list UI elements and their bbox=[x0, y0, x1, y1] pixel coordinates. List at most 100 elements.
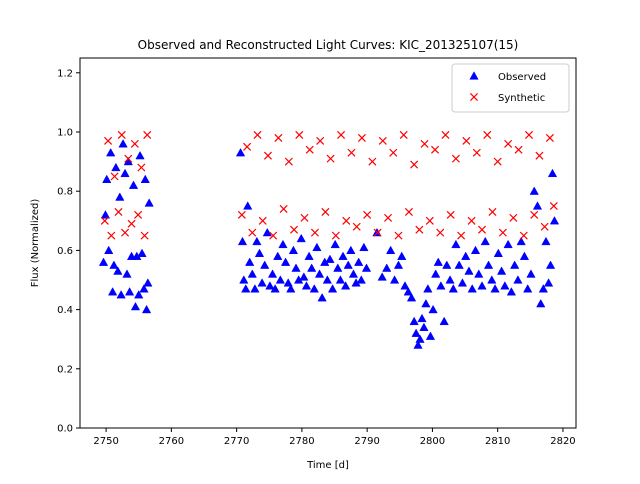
synthetic-point bbox=[509, 213, 518, 222]
observed-point bbox=[106, 148, 116, 157]
observed-point bbox=[386, 245, 396, 255]
y-tick-label: 0.4 bbox=[57, 305, 73, 316]
observed-point bbox=[270, 284, 280, 293]
observed-point bbox=[403, 287, 413, 296]
synthetic-point bbox=[477, 225, 487, 234]
legend: Observed Synthetic bbox=[451, 63, 570, 113]
synthetic-point bbox=[110, 172, 119, 181]
observed-point bbox=[547, 168, 558, 178]
ticks-layer: 2750 2760 2770 2780 2790 2800 2810 2820 0.0 0.2 0.… bbox=[57, 68, 576, 447]
observed-point bbox=[343, 260, 353, 269]
legend-box bbox=[451, 63, 570, 113]
observed-point bbox=[327, 284, 338, 293]
synthetic-point bbox=[493, 157, 502, 166]
observed-point bbox=[457, 278, 468, 287]
legend-x-icon bbox=[469, 92, 479, 102]
synthetic-point bbox=[357, 133, 366, 142]
observed-point bbox=[116, 290, 126, 299]
synthetic-point bbox=[107, 231, 116, 240]
synthetic-point bbox=[394, 231, 403, 240]
legend-label-synthetic: Synthetic bbox=[498, 93, 545, 104]
observed-point bbox=[144, 198, 154, 207]
observed-point bbox=[239, 275, 249, 284]
observed-point bbox=[382, 263, 392, 272]
observed-point bbox=[250, 284, 260, 293]
synthetic-point bbox=[514, 145, 523, 154]
synthetic-point bbox=[436, 228, 445, 237]
observed-point bbox=[400, 281, 410, 290]
synthetic-point bbox=[425, 216, 434, 225]
synthetic-point bbox=[498, 228, 507, 237]
observed-point bbox=[346, 245, 356, 255]
observed-point bbox=[124, 287, 135, 296]
observed-point bbox=[506, 287, 517, 296]
observed-point bbox=[474, 269, 484, 278]
observed-point bbox=[280, 257, 291, 266]
observed-point bbox=[120, 168, 130, 178]
observed-point bbox=[454, 260, 464, 269]
observed-point bbox=[273, 251, 283, 260]
observed-point bbox=[113, 266, 123, 275]
y-tick-label: 0.0 bbox=[57, 424, 73, 435]
synthetic-point bbox=[140, 231, 149, 240]
observed-point bbox=[104, 245, 114, 255]
synthetic-point bbox=[384, 213, 393, 222]
observed-point bbox=[523, 284, 533, 293]
observed-point bbox=[307, 263, 317, 272]
synthetic-point bbox=[373, 228, 382, 237]
observed-point bbox=[359, 242, 369, 252]
observed-point bbox=[109, 260, 119, 269]
observed-point bbox=[503, 239, 513, 249]
synthetic-point bbox=[124, 154, 133, 163]
observed-point bbox=[516, 236, 526, 246]
synthetic-point bbox=[284, 157, 293, 166]
observed-point bbox=[361, 263, 372, 272]
synthetic-point bbox=[253, 130, 262, 139]
observed-point bbox=[496, 266, 507, 275]
observed-point bbox=[415, 334, 425, 343]
observed-point bbox=[409, 316, 419, 326]
synthetic-point bbox=[326, 154, 335, 163]
y-tick-label: 0.6 bbox=[57, 246, 73, 257]
observed-point bbox=[333, 263, 343, 272]
observed-point bbox=[411, 328, 421, 337]
observed-point bbox=[257, 278, 267, 287]
observed-point bbox=[286, 284, 296, 293]
synthetic-point bbox=[290, 225, 299, 234]
legend-marker-observed bbox=[469, 71, 479, 80]
observed-point bbox=[325, 254, 335, 263]
observed-point bbox=[130, 301, 141, 311]
legend-marker-synthetic bbox=[469, 92, 479, 102]
observed-point bbox=[510, 260, 520, 269]
observed-point bbox=[433, 257, 443, 266]
synthetic-point bbox=[117, 130, 126, 139]
chart-title: Observed and Reconstructed Light Curves:… bbox=[138, 38, 519, 52]
synthetic-point bbox=[488, 207, 497, 216]
synthetic-point bbox=[420, 139, 429, 148]
observed-point bbox=[335, 275, 346, 284]
synthetic-point bbox=[399, 130, 408, 139]
observed-point bbox=[340, 281, 351, 290]
synthetic-point bbox=[121, 228, 130, 237]
observed-point bbox=[265, 281, 275, 290]
observed-point bbox=[545, 260, 556, 269]
observed-point bbox=[100, 210, 111, 219]
observed-point bbox=[128, 180, 139, 189]
observed-point bbox=[529, 186, 539, 195]
synthetic-point bbox=[137, 163, 146, 172]
synthetic-point bbox=[519, 231, 528, 240]
observed-point bbox=[275, 275, 285, 284]
synthetic-point bbox=[143, 130, 152, 139]
y-axis-label: Flux (Normalized) bbox=[30, 199, 41, 288]
x-tick-label: 2770 bbox=[224, 436, 249, 447]
legend-triangle-icon bbox=[469, 71, 479, 80]
synthetic-point bbox=[451, 154, 460, 163]
observed-point bbox=[397, 251, 407, 260]
synthetic-point bbox=[237, 210, 246, 219]
observed-point bbox=[549, 216, 560, 225]
observed-point bbox=[260, 260, 270, 269]
synthetic-point bbox=[316, 136, 325, 145]
synthetic-point bbox=[530, 210, 539, 219]
observed-point bbox=[490, 284, 500, 293]
